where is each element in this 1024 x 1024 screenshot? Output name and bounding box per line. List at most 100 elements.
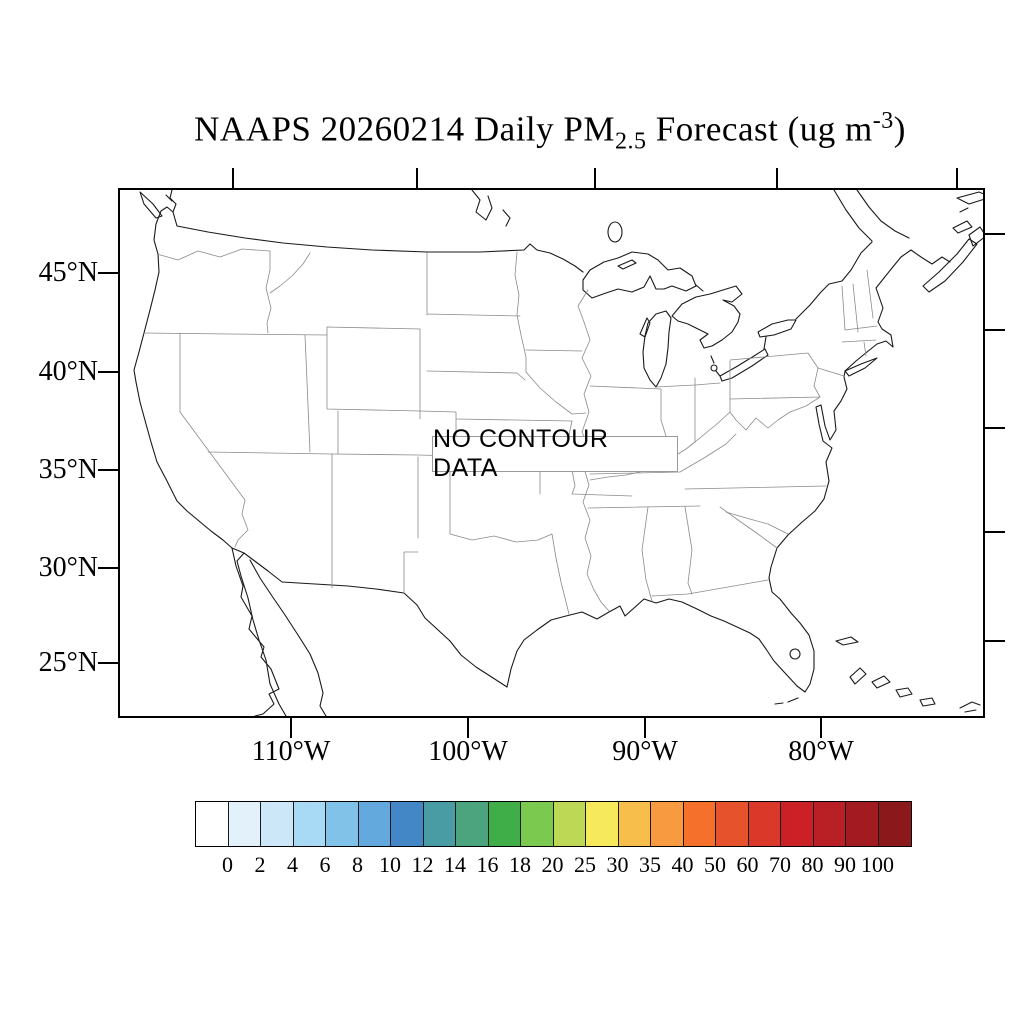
right-tick-mark [985, 329, 1005, 331]
colorbar-cell [846, 802, 879, 846]
state-borders [143, 248, 878, 615]
colorbar-tick-label: 35 [639, 852, 661, 877]
lat-tick-label: 40°N [38, 356, 98, 387]
title-superscript: -3 [872, 108, 894, 134]
title-subscript: 2.5 [615, 128, 647, 155]
lat-tick-mark [98, 662, 118, 664]
top-tick-mark [776, 168, 778, 188]
lat-tick-mark [98, 567, 118, 569]
colorbar-cell [586, 802, 619, 846]
colorbar-tick-label: 8 [352, 852, 363, 877]
colorbar-tick-label: 80 [801, 852, 824, 877]
pacific-coastline [133, 190, 233, 549]
colorbar-tick-label: 70 [769, 852, 791, 877]
colorbar-cell [781, 802, 814, 846]
lat-tick-label: 30°N [38, 552, 98, 583]
lake-michigan [642, 310, 672, 388]
colorbar-cell [228, 802, 261, 846]
colorbar-tick-label: 90 [834, 852, 856, 877]
lon-tick-label: 80°W [788, 736, 854, 767]
colorbar-cell [618, 802, 651, 846]
lon-tick-mark [467, 718, 469, 738]
lake-st-clair [710, 364, 718, 372]
canadian-lakes [471, 190, 511, 227]
colorbar-cell [683, 802, 716, 846]
st-lawrence-river [833, 190, 951, 265]
colorbar-cell [553, 802, 586, 846]
lat-tick-mark [98, 272, 118, 274]
colorbar-cell [456, 802, 489, 846]
lake-superior [582, 251, 697, 299]
colorbar-tick-label: 6 [319, 852, 331, 877]
baja-california-coast [231, 547, 327, 716]
colorbar-tick-label: 4 [287, 852, 298, 877]
colorbar-tick-label: 18 [509, 852, 531, 877]
no-data-annotation: NO CONTOUR DATA [432, 425, 678, 482]
right-tick-mark [985, 427, 1005, 429]
colorbar-cell [716, 802, 749, 846]
us-canada-border [172, 211, 873, 377]
prince-edward-island [952, 220, 973, 234]
colorbar-tick-label: 12 [411, 852, 434, 877]
colorbar-tick-label: 25 [574, 852, 596, 877]
colorbar-tick-label: 60 [736, 852, 759, 877]
green-bay [639, 317, 651, 338]
colorbar-cell [521, 802, 554, 846]
lat-tick-label: 45°N [38, 257, 98, 288]
lon-tick-label: 110°W [251, 736, 331, 767]
colorbar-tick-label: 40 [671, 852, 694, 877]
top-tick-mark [232, 168, 234, 188]
colorbar-cell [813, 802, 846, 846]
lat-tick-mark [98, 371, 118, 373]
chart-title: NAAPS 20260214 Daily PM2.5 Forecast (ug … [0, 108, 1024, 156]
gulf-atlantic-coastline [506, 249, 912, 693]
colorbar-tick-label: 14 [444, 852, 466, 877]
lon-tick-label: 100°W [428, 736, 508, 767]
us-basemap [133, 190, 983, 716]
colorbar-cell [261, 802, 294, 846]
map-plot-area: NO CONTOUR DATA [118, 188, 985, 718]
title-prefix: NAAPS 20260214 Daily PM [194, 109, 615, 149]
lake-erie [719, 348, 769, 382]
colorbar-tick-label: 30 [606, 852, 629, 877]
lake-huron [671, 285, 743, 349]
colorbar [195, 801, 912, 847]
no-data-text: NO CONTOUR DATA [433, 425, 609, 482]
nova-scotia [922, 238, 978, 293]
right-tick-mark [985, 233, 1005, 235]
colorbar-tick-label: 2 [254, 852, 266, 877]
lon-tick-mark [290, 718, 292, 738]
lon-tick-mark [644, 718, 646, 738]
colorbar-cell [293, 802, 326, 846]
lake-ontario [757, 319, 797, 338]
bahamas-islands [835, 636, 936, 707]
isle-royale [617, 259, 637, 270]
lat-tick-label: 35°N [38, 454, 98, 485]
lon-tick-mark [820, 718, 822, 738]
florida-keys [774, 697, 799, 705]
cape-breton-island [968, 226, 983, 247]
colorbar-tick-label: 50 [704, 852, 726, 877]
colorbar-cell [358, 802, 391, 846]
colorbar-cell [651, 802, 684, 846]
lat-tick-mark [98, 469, 118, 471]
colorbar-cell [488, 802, 521, 846]
colorbar-tick-label: 0 [222, 852, 233, 877]
colorbar-tick-label: 20 [541, 852, 564, 877]
top-tick-mark [956, 168, 958, 188]
long-island [844, 357, 878, 377]
colorbar-tick-label: 100 [861, 852, 894, 877]
colorbar-cell [423, 802, 456, 846]
cuba-coast [959, 701, 981, 713]
colorbar-cell [326, 802, 359, 846]
colorbar-cell [878, 802, 911, 846]
title-middle: Forecast (ug m [646, 109, 873, 149]
right-tick-mark [985, 640, 1005, 642]
vancouver-island [139, 191, 173, 219]
lake-nipigon [607, 221, 623, 243]
top-tick-mark [594, 168, 596, 188]
top-tick-mark [416, 168, 418, 188]
colorbar-tick-label: 16 [476, 852, 499, 877]
title-suffix: ) [893, 109, 906, 149]
